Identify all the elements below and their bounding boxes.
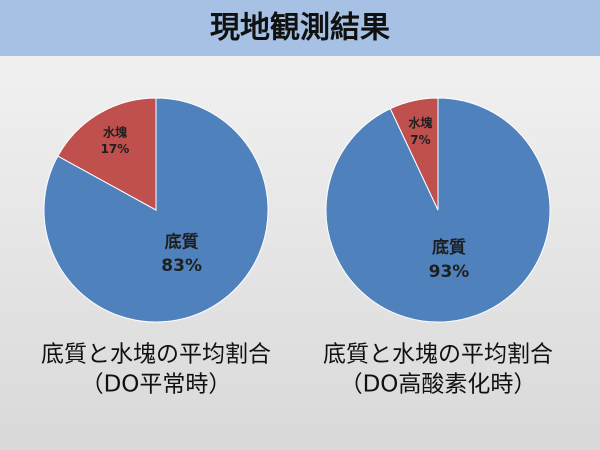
chart-subtitle: （DO高酸素化時） xyxy=(340,372,537,398)
pie-slice xyxy=(57,97,157,211)
pie-slice xyxy=(389,97,439,211)
slice-value-label: 83% xyxy=(161,256,202,276)
chart-title: 底質と水塊の平均割合 xyxy=(323,342,553,368)
chart-title: 底質と水塊の平均割合 xyxy=(41,342,271,368)
slice-category: 水塊 xyxy=(103,124,127,139)
slice-category: 底質 xyxy=(432,237,466,258)
chart-subtitle: （DO平常時） xyxy=(81,372,232,398)
slide-title: 現地観測結果 xyxy=(210,11,390,46)
slice-value-label: 17% xyxy=(101,142,130,156)
slice-value-label: 7% xyxy=(410,133,430,147)
slice-category: 水塊 xyxy=(408,115,432,130)
slice-value-label: 93% xyxy=(429,262,470,282)
slice-category: 底質 xyxy=(165,231,199,252)
title-bar xyxy=(0,0,600,56)
